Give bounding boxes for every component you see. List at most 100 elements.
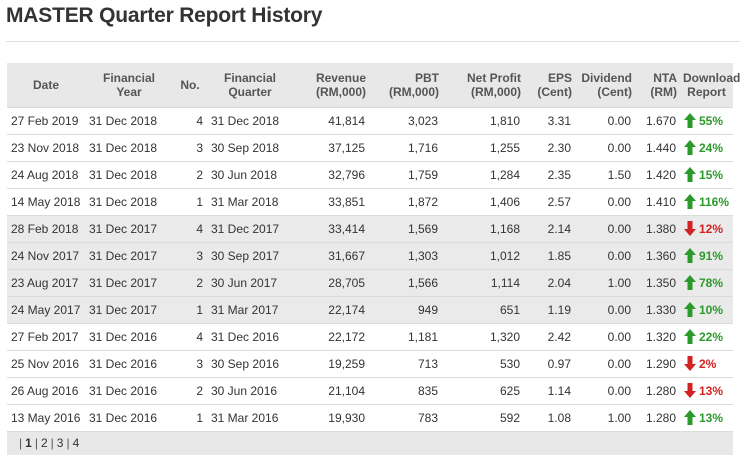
cell-np: 1,012 [489,248,520,263]
cell-no: 1 [196,410,203,425]
cell-nta: 1.330 [645,302,676,317]
cell-no: 2 [196,275,203,290]
change-percent[interactable]: 15% [699,167,724,182]
page-link-3[interactable]: 3 [56,436,64,450]
arrow-up-icon[interactable] [684,329,696,345]
column-header-line2: (RM,000) [470,84,521,99]
change-percent[interactable]: 116% [699,194,730,209]
cell-rev: 41,814 [328,113,365,128]
cell-np: 625 [499,383,520,398]
change-percent[interactable]: 55% [699,113,724,128]
download-report-cell[interactable]: 13% [680,404,733,431]
column-header-line1: Date [32,77,59,92]
column-header-no: No. [173,63,207,108]
cell-pbt: 783 [417,410,438,425]
cell-no: 2 [196,383,203,398]
cell-rev: 31,667 [328,248,365,263]
arrow-up-icon[interactable] [684,113,696,129]
arrow-down-icon[interactable] [684,221,696,237]
cell-nta: 1.290 [645,356,676,371]
cell-np: 1,114 [490,275,520,290]
cell-fq: 31 Mar 2017 [211,302,279,317]
download-report-cell[interactable]: 12% [680,215,733,242]
page-link-4[interactable]: 4 [72,436,80,450]
table-row: 13 May 2016 31 Dec 2016 1 31 Mar 2016 19,930… [7,404,733,431]
page-link-2[interactable]: 2 [40,436,48,450]
cell-np: 1,810 [489,113,520,128]
cell-date: 23 Aug 2017 [11,275,79,290]
change-percent[interactable]: 24% [699,140,724,155]
download-report-cell[interactable]: 15% [680,161,733,188]
cell-np: 1,255 [489,140,520,155]
arrow-up-icon[interactable] [684,140,696,156]
cell-fy: 31 Dec 2017 [89,302,158,317]
download-report-cell[interactable]: 13% [680,377,733,404]
cell-pbt: 949 [417,302,438,317]
download-report-cell[interactable]: 10% [680,296,733,323]
table-row: 27 Feb 2017 31 Dec 2016 4 31 Dec 2016 22,172… [7,323,733,350]
cell-fq: 31 Dec 2017 [211,221,280,236]
change-percent[interactable]: 13% [699,383,724,398]
column-header-dl: Download Report [680,63,740,108]
cell-div: 0.00 [607,248,631,263]
change-percent[interactable]: 78% [699,275,724,290]
cell-fq: 31 Mar 2018 [211,194,279,209]
cell-date: 28 Feb 2018 [11,221,79,236]
cell-rev: 37,125 [328,140,365,155]
column-header-pbt: PBT (RM,000) [369,63,442,108]
cell-fy: 31 Dec 2018 [89,167,158,182]
cell-pbt: 835 [417,383,438,398]
download-report-cell[interactable]: 55% [680,107,733,134]
download-report-cell[interactable]: 22% [680,323,733,350]
arrow-up-icon[interactable] [684,167,696,183]
column-header-line1: Financial [223,70,276,85]
download-report-cell[interactable]: 116% [680,188,733,215]
cell-pbt: 1,872 [407,194,438,209]
cell-date: 24 Aug 2018 [11,167,79,182]
cell-div: 1.00 [607,275,631,290]
arrow-up-icon[interactable] [684,410,696,426]
arrow-up-icon[interactable] [684,194,696,210]
column-header-date: Date [7,63,85,108]
cell-fy: 31 Dec 2018 [89,113,158,128]
arrow-up-icon[interactable] [684,302,696,318]
column-header-line1: EPS [547,70,572,85]
download-report-cell[interactable]: 78% [680,269,733,296]
change-percent[interactable]: 10% [699,302,724,317]
table-row: 23 Nov 2018 31 Dec 2018 3 30 Sep 2018 37,125… [7,134,733,161]
change-percent[interactable]: 91% [699,248,724,263]
column-header-eps: EPS (Cent) [524,63,575,108]
table-row: 23 Aug 2017 31 Dec 2017 2 30 Jun 2017 28,705… [7,269,733,296]
cell-pbt: 1,759 [407,167,438,182]
change-percent[interactable]: 12% [699,221,724,236]
column-header-line2: (RM) [650,84,677,99]
cell-fy: 31 Dec 2017 [89,221,158,236]
cell-no: 3 [196,356,203,371]
table-row: 25 Nov 2016 31 Dec 2016 3 30 Sep 2016 19,259… [7,350,733,377]
arrow-up-icon[interactable] [684,248,696,264]
cell-div: 1.50 [607,167,631,182]
download-report-cell[interactable]: 24% [680,134,733,161]
page-link-1[interactable]: 1 [25,436,32,450]
cell-no: 3 [196,140,203,155]
download-report-cell[interactable]: 2% [680,350,733,377]
change-percent[interactable]: 2% [699,356,717,371]
cell-nta: 1.440 [645,140,676,155]
arrow-up-icon[interactable] [684,275,696,291]
change-percent[interactable]: 22% [699,329,724,344]
arrow-down-icon[interactable] [684,356,696,372]
cell-rev: 19,930 [328,410,365,425]
cell-date: 13 May 2016 [11,410,81,425]
arrow-down-icon[interactable] [684,383,696,399]
column-header-fq: Financial Quarter [207,63,293,108]
cell-fq: 30 Sep 2017 [211,248,280,263]
download-report-cell[interactable]: 91% [680,242,733,269]
table-row: 14 May 2018 31 Dec 2018 1 31 Mar 2018 33,851… [7,188,733,215]
cell-div: 0.00 [607,221,631,236]
cell-nta: 1.280 [645,383,676,398]
cell-fq: 31 Dec 2018 [211,113,280,128]
column-header-line1: PBT [415,70,439,85]
table-header-row: Date Financial Year No. Financial Quarter Reve… [7,63,740,108]
cell-np: 651 [499,302,520,317]
change-percent[interactable]: 13% [699,410,724,425]
